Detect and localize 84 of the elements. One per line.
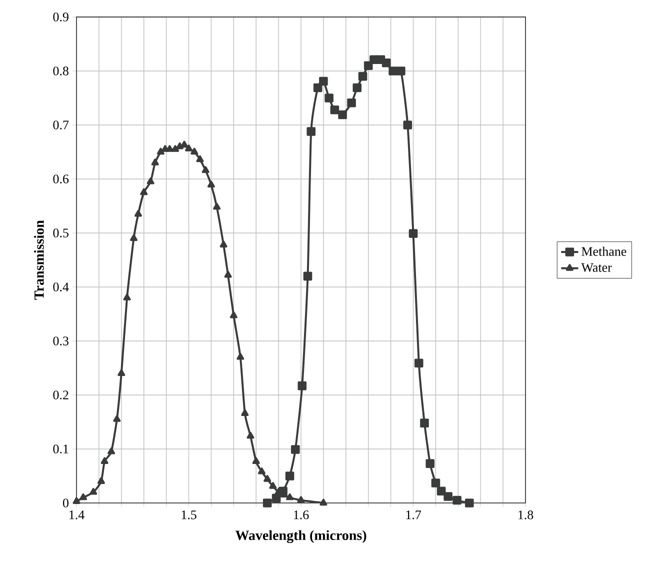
point bbox=[382, 58, 391, 68]
y-tick-label: 0 bbox=[62, 498, 68, 508]
point bbox=[306, 127, 316, 136]
point bbox=[79, 493, 88, 500]
point bbox=[358, 72, 368, 81]
point bbox=[184, 144, 193, 152]
x-axis-title: Wavelength (microns) bbox=[235, 530, 366, 544]
point bbox=[431, 478, 440, 488]
point bbox=[297, 496, 305, 503]
point bbox=[123, 294, 131, 300]
point bbox=[151, 158, 159, 166]
point bbox=[444, 492, 452, 501]
point bbox=[320, 498, 328, 506]
y-tick-label: 0.8 bbox=[53, 66, 68, 76]
point bbox=[272, 494, 281, 503]
x-tick-label: 1.5 bbox=[182, 510, 196, 520]
point bbox=[286, 493, 294, 500]
point bbox=[262, 498, 272, 508]
point bbox=[330, 105, 340, 114]
point bbox=[134, 210, 142, 217]
y-axis-title: Transmission bbox=[34, 220, 44, 300]
y-tick-label: 0.7 bbox=[53, 120, 69, 130]
point bbox=[220, 240, 228, 248]
point bbox=[319, 76, 328, 86]
point bbox=[403, 120, 412, 130]
point bbox=[241, 409, 249, 416]
y-tick-label: 0.3 bbox=[53, 336, 68, 346]
point bbox=[207, 180, 215, 188]
point bbox=[298, 381, 307, 390]
point bbox=[190, 148, 198, 155]
point bbox=[118, 369, 126, 376]
point bbox=[264, 475, 272, 482]
x-tick-label: 1.7 bbox=[406, 510, 422, 520]
point bbox=[113, 415, 121, 422]
y-tick-label: 0.2 bbox=[53, 390, 68, 400]
point bbox=[172, 145, 180, 152]
point bbox=[140, 188, 148, 196]
point bbox=[426, 459, 434, 468]
point bbox=[236, 352, 244, 360]
point bbox=[452, 496, 462, 505]
point bbox=[258, 467, 266, 474]
y-tick-label: 0.9 bbox=[53, 12, 68, 22]
y-tick-label: 0.1 bbox=[53, 444, 68, 454]
point bbox=[246, 432, 254, 439]
y-tick-label: 0.4 bbox=[53, 282, 69, 292]
point bbox=[388, 66, 398, 76]
x-tick-label: 1.6 bbox=[294, 510, 309, 520]
point bbox=[303, 272, 312, 281]
point bbox=[100, 457, 108, 464]
point bbox=[364, 61, 373, 70]
point bbox=[408, 229, 418, 238]
point bbox=[352, 83, 362, 92]
y-tick-label: 0.6 bbox=[53, 174, 69, 184]
point bbox=[213, 202, 221, 210]
point bbox=[196, 155, 204, 162]
point bbox=[420, 418, 429, 428]
legend-label: Water bbox=[581, 263, 612, 272]
x-tick-label: 1.4 bbox=[70, 510, 84, 520]
point bbox=[285, 472, 294, 480]
point bbox=[156, 148, 164, 155]
point bbox=[464, 498, 474, 508]
point bbox=[146, 177, 154, 184]
point bbox=[252, 457, 260, 464]
point bbox=[97, 477, 105, 484]
point bbox=[108, 447, 116, 454]
point bbox=[90, 488, 98, 495]
point bbox=[202, 166, 210, 173]
point bbox=[338, 110, 347, 120]
point bbox=[269, 482, 277, 489]
point bbox=[324, 94, 334, 102]
x-tick-label: 1.8 bbox=[518, 510, 534, 520]
legend-label: Methane bbox=[582, 246, 626, 256]
point bbox=[436, 486, 446, 496]
point bbox=[396, 66, 406, 76]
y-tick-label: 0.5 bbox=[53, 228, 68, 238]
point bbox=[290, 445, 300, 454]
point bbox=[414, 358, 424, 368]
point bbox=[313, 83, 322, 92]
point bbox=[130, 234, 138, 241]
point bbox=[72, 497, 80, 504]
point bbox=[166, 145, 174, 152]
point bbox=[230, 311, 238, 318]
point bbox=[347, 98, 356, 108]
point bbox=[224, 270, 232, 278]
